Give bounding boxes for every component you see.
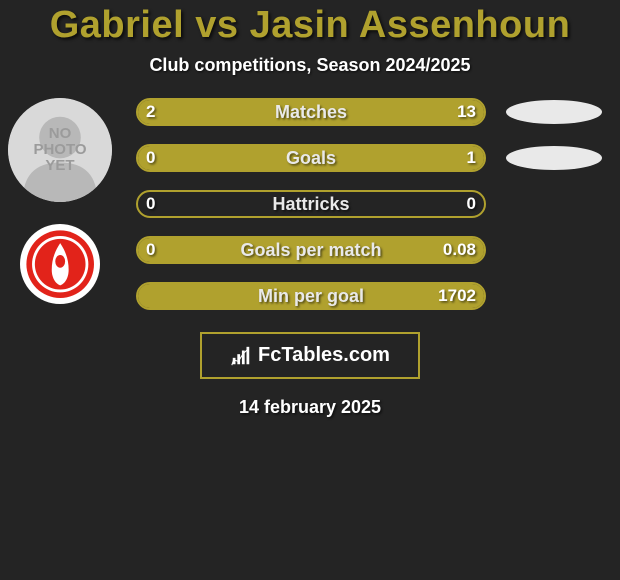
- stat-value-left: 0: [146, 190, 155, 218]
- avatars-column: NO PHOTO YET: [8, 98, 112, 304]
- stat-value-right: 1: [467, 144, 476, 172]
- title-player1: Gabriel: [50, 4, 184, 46]
- stat-label: Min per goal: [136, 282, 486, 310]
- stats-bars: Matches213Goals01Hattricks00Goals per ma…: [136, 98, 602, 310]
- no-photo-label: NO PHOTO YET: [33, 126, 86, 173]
- stat-row: Matches2 13: [136, 98, 602, 126]
- brand-box[interactable]: FcTables.com: [200, 332, 420, 379]
- stat-label: Goals: [136, 144, 486, 172]
- brand: FcTables.com: [230, 344, 390, 367]
- stat-value-right: 1702: [438, 282, 476, 310]
- footer-date: 14 february 2025: [0, 397, 620, 418]
- stat-row: Hattricks0 0: [136, 190, 602, 218]
- stat-value-left: 0: [146, 236, 155, 264]
- stat-value-left: 0: [146, 144, 155, 172]
- stat-row: Min per goal1702: [136, 282, 602, 310]
- content: NO PHOTO YET Matches213Goals01Hattricks0…: [0, 98, 620, 310]
- stat-value-right: 0: [467, 190, 476, 218]
- stat-row: Goals per match0 0.08: [136, 236, 602, 264]
- title-vs: vs: [195, 4, 238, 46]
- stat-indicator-oval: [506, 100, 602, 124]
- player-avatar-placeholder: NO PHOTO YET: [8, 98, 112, 202]
- stat-row: Goals0 1: [136, 144, 602, 172]
- header: Gabriel vs Jasin Assenhoun Club competit…: [0, 0, 620, 76]
- footer: FcTables.com 14 february 2025: [0, 328, 620, 418]
- stat-label: Goals per match: [136, 236, 486, 264]
- page-title: Gabriel vs Jasin Assenhoun: [0, 4, 620, 47]
- brand-text: FcTables.com: [258, 344, 390, 367]
- title-player2: Jasin Assenhoun: [250, 4, 571, 46]
- club-crest-icon: [25, 229, 95, 299]
- club-badge: [20, 224, 100, 304]
- stat-value-right: 13: [457, 98, 476, 126]
- stat-value-right: 0.08: [443, 236, 476, 264]
- stat-label: Hattricks: [136, 190, 486, 218]
- subtitle: Club competitions, Season 2024/2025: [0, 55, 620, 76]
- stat-value-left: 2: [146, 98, 155, 126]
- stat-indicator-oval: [506, 146, 602, 170]
- stat-label: Matches: [136, 98, 486, 126]
- bar-chart-icon: [230, 345, 252, 367]
